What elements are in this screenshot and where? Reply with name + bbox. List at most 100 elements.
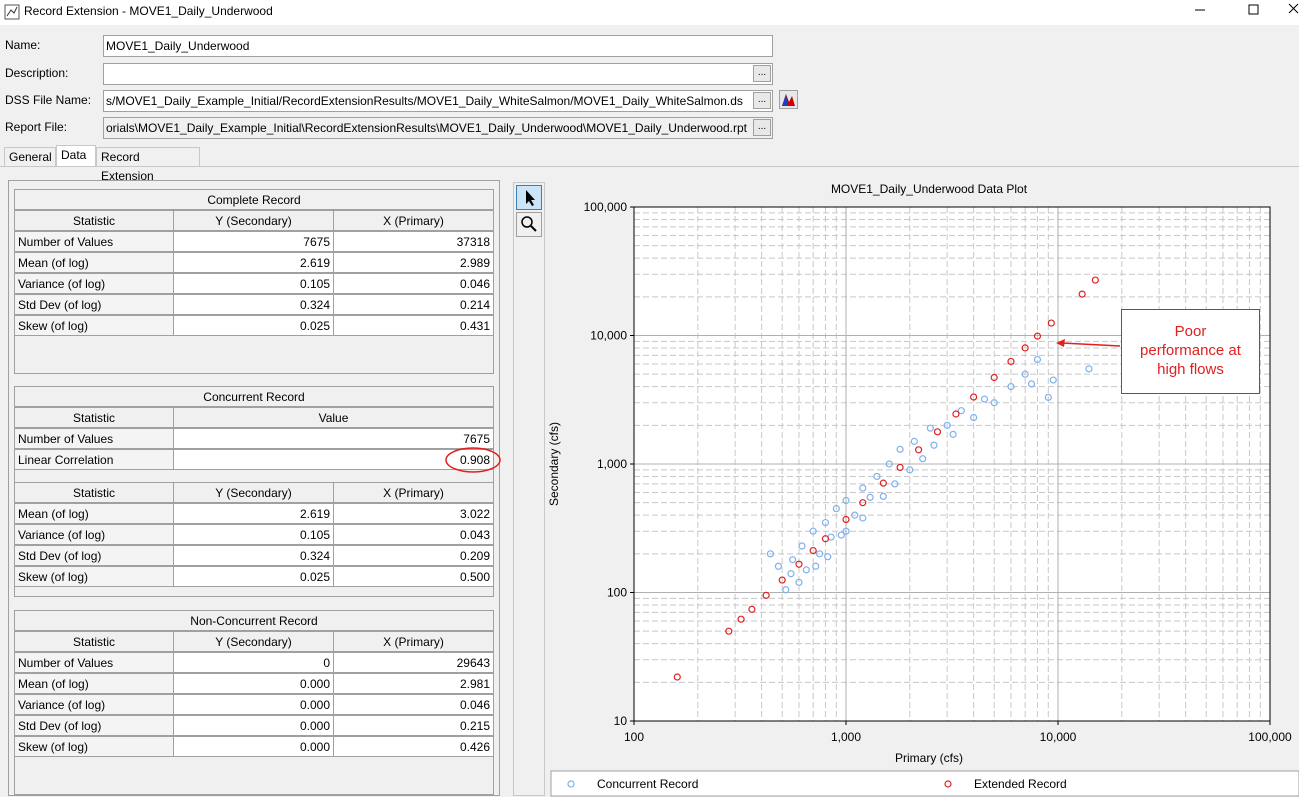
chart-title: MOVE1_Daily_Underwood Data Plot [831,182,1028,196]
browse-button[interactable]: ... [753,65,771,82]
data-point [1044,393,1052,401]
legend-label: Concurrent Record [597,777,698,791]
table-cell: 0.209 [333,545,494,566]
data-point [795,560,803,568]
x-tick-label: 1,000 [831,730,861,744]
data-point [879,479,887,487]
data-point [896,445,904,453]
plot-icon-button[interactable] [779,90,799,110]
data-point [957,407,965,415]
tab-panel [0,166,1299,797]
y-tick-label: 10 [614,714,628,728]
data-point [970,393,978,401]
window-title: Record Extension - MOVE1_Daily_Underwood [24,4,273,18]
data-point [990,373,998,382]
column-header: X (Primary) [333,482,494,503]
table-title: Complete Record [14,189,494,210]
data-point [919,455,927,463]
legend-marker [567,780,575,788]
table-cell: 0.324 [173,545,334,566]
data-point [809,546,817,555]
data-point [1007,357,1015,366]
data-point [812,562,820,570]
table-cell: Variance (of log) [14,694,174,715]
column-header: Value [173,407,494,428]
x-axis-label: Primary (cfs) [895,751,963,765]
table-cell: Mean (of log) [14,252,174,273]
column-header: Statistic [14,407,174,428]
table-cell: 0.000 [173,673,334,694]
table-title: Non-Concurrent Record [14,610,494,631]
data-point [1091,276,1099,284]
data-point [873,472,881,481]
y-tick-label: 1,000 [597,457,627,471]
window-controls[interactable] [1190,0,1299,25]
column-header: Y (Secondary) [173,482,334,503]
browse-button[interactable]: ... [753,92,771,109]
data-point [859,514,867,522]
data-point [943,421,951,429]
table-cell: Skew (of log) [14,736,174,757]
data-point [885,460,893,468]
table-cell: 2.619 [173,503,334,524]
table-cell: 2.989 [333,252,494,273]
data-point [798,542,806,550]
data-point [879,492,887,500]
column-header: Statistic [14,631,174,652]
data-point [824,553,832,561]
tab[interactable]: Record Extension [96,147,200,183]
data-point [866,493,874,501]
table-cell: 0.426 [333,736,494,757]
text-field[interactable] [103,63,773,85]
data-point [766,550,775,558]
x-tick-label: 100,000 [1248,730,1292,744]
table-cell: 0.000 [173,694,334,715]
text-field[interactable]: orials\MOVE1_Daily_Example_Initial\Recor… [103,117,773,139]
y-tick-label: 10,000 [590,329,627,343]
table-cell: Mean (of log) [14,503,174,524]
table-cell: 0.105 [173,524,334,545]
data-point [980,395,989,403]
table-cell: 7675 [173,428,494,449]
annotation-box: Poor performance at high flows [1121,309,1260,394]
column-header: X (Primary) [333,631,494,652]
data-point [926,424,934,432]
table-cell: Number of Values [14,231,174,252]
y-axis-label: Secondary (cfs) [547,422,561,506]
data-point [914,446,923,454]
x-tick-label: 10,000 [1040,730,1077,744]
data-point [737,615,745,623]
tab[interactable]: Data [56,145,96,167]
text-field[interactable]: s/MOVE1_Daily_Example_Initial/RecordExte… [103,90,773,112]
data-point [1049,376,1057,384]
table-cell: Number of Values [14,428,174,449]
data-point [673,673,681,681]
table-title: Concurrent Record [14,386,494,407]
tool-buttons[interactable] [516,185,543,239]
field-label: DSS File Name: [5,93,92,107]
data-point [1085,365,1093,373]
data-point [1033,332,1042,340]
data-point [725,627,733,635]
table-cell: 29643 [333,652,494,673]
table-cell: 0.214 [333,294,494,315]
toolbar [513,182,545,796]
legend-label: Extended Record [974,777,1067,791]
table-cell: 0.046 [333,694,494,715]
data-point [1078,290,1086,298]
text-field[interactable]: MOVE1_Daily_Underwood [103,35,773,57]
data-point [842,496,850,505]
data-point [809,527,817,535]
annotation-arrow [1056,339,1121,347]
browse-button[interactable]: ... [753,119,771,136]
column-header: Statistic [14,210,174,231]
data-point [859,484,867,492]
data-point [782,586,790,594]
data-point [891,480,899,488]
data-point [906,466,914,474]
data-point [832,504,840,513]
table-cell: 3.022 [333,503,494,524]
tab[interactable]: General [4,147,56,167]
data-point [970,413,978,422]
